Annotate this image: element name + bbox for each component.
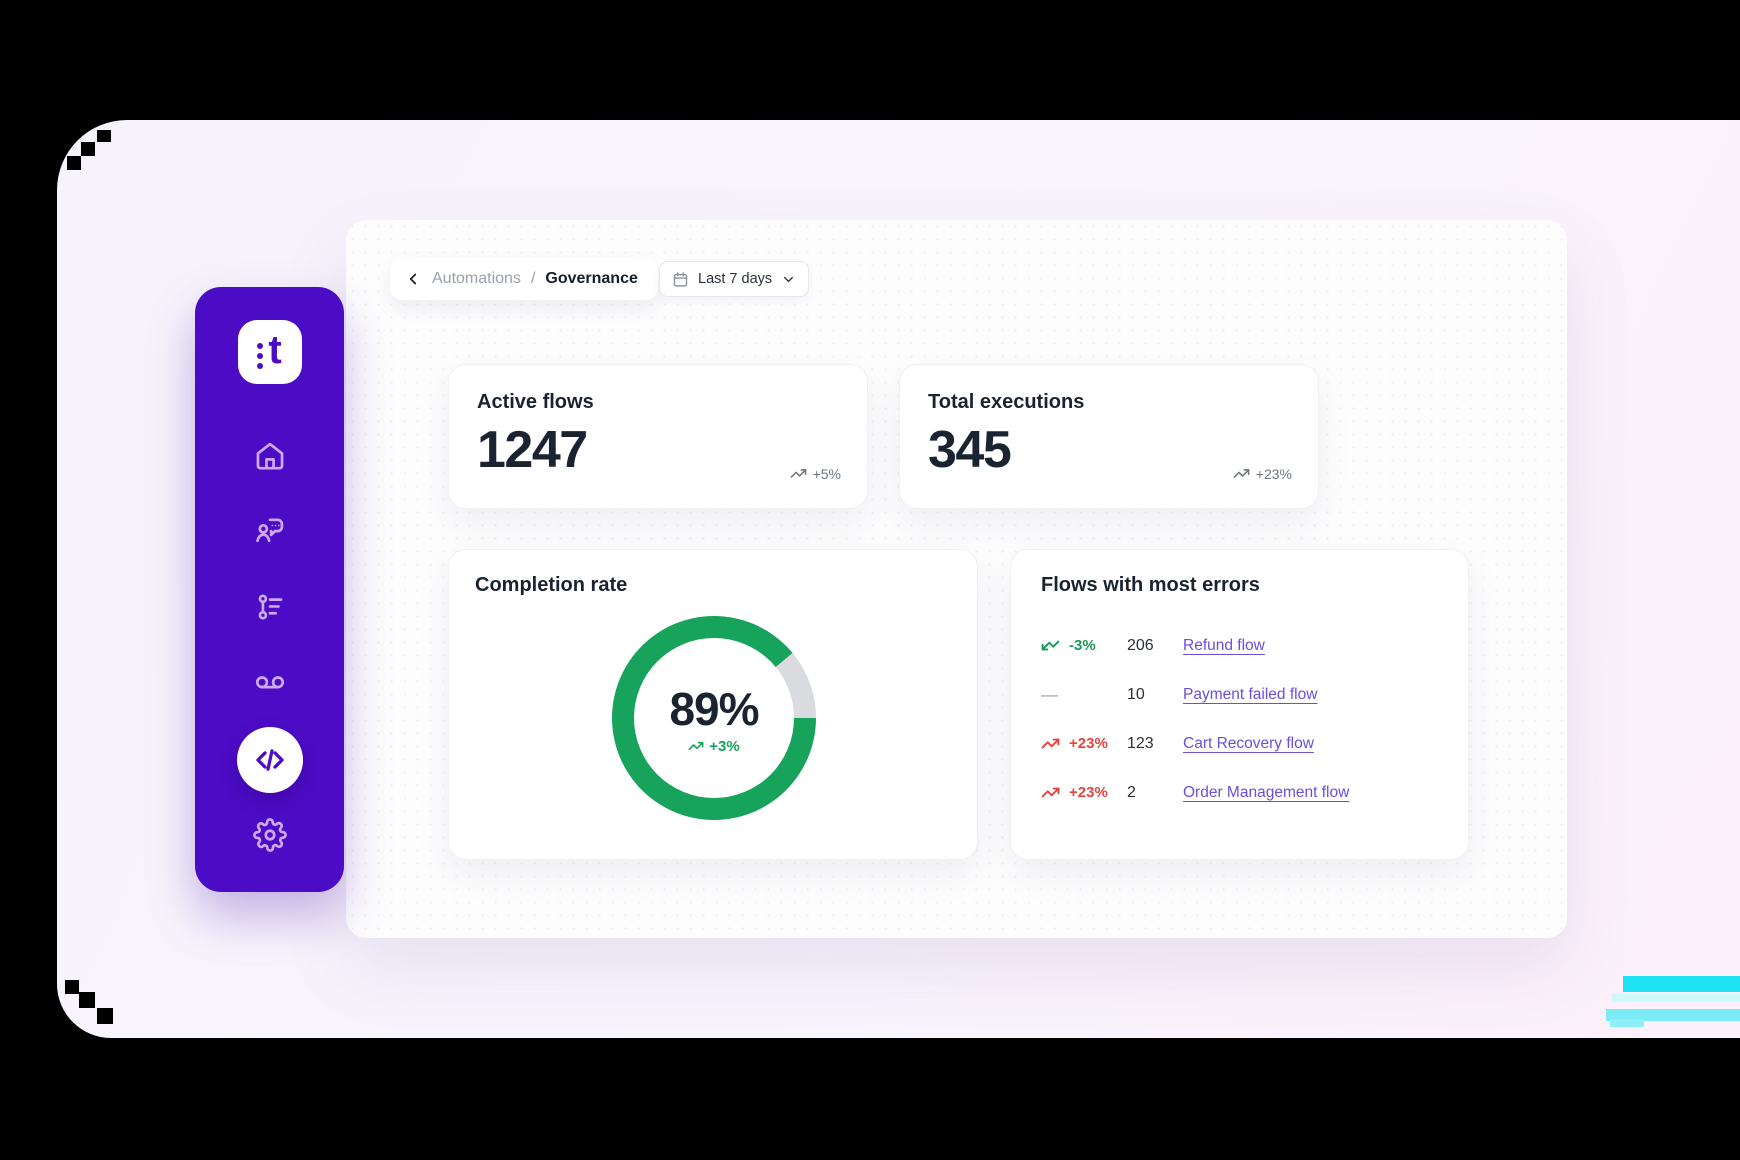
change-label: -3% (1069, 637, 1096, 654)
error-row: -3% 206 Refund flow (1041, 621, 1438, 670)
sidebar-item-conversations[interactable] (252, 512, 288, 548)
app-logo[interactable]: t (237, 320, 302, 384)
flow-link[interactable]: Order Management flow (1183, 783, 1350, 801)
trending-up-icon (790, 469, 806, 478)
stat-trend: +23% (1233, 465, 1292, 482)
sidebar-item-voicemail[interactable] (252, 665, 288, 701)
completion-trend: +3% (688, 737, 740, 755)
sidebar-item-code-active[interactable] (236, 727, 303, 793)
glitch-step (65, 980, 79, 994)
flow-link[interactable]: Payment failed flow (1183, 685, 1318, 703)
voicemail-icon (255, 676, 284, 689)
change-label: +23% (1069, 735, 1108, 752)
error-count: 206 (1127, 636, 1154, 654)
trending-up-icon (1041, 734, 1061, 754)
sidebar: t (195, 287, 344, 892)
error-row: — 10 Payment failed flow (1041, 670, 1438, 719)
logo-dots-icon (257, 343, 264, 369)
donut-hole: 89% +3% (634, 638, 794, 798)
trend-label: +3% (709, 737, 740, 755)
error-count: 123 (1127, 734, 1154, 752)
dashboard-panel: Automations / Governance Last 7 days Act… (346, 220, 1567, 938)
breadcrumb-section[interactable]: Automations (432, 270, 521, 287)
logo-letter: t (268, 328, 282, 372)
glitch-step (97, 130, 111, 142)
glitch-step (97, 1008, 113, 1024)
breadcrumb-current: Governance (545, 270, 638, 287)
date-range-label: Last 7 days (698, 271, 773, 287)
sidebar-item-settings[interactable] (252, 817, 288, 853)
stat-trend: +5% (790, 465, 841, 482)
app-canvas: Automations / Governance Last 7 days Act… (57, 120, 1740, 1038)
card-flows-with-most-errors: Flows with most errors -3% 206 Refund fl… (1010, 549, 1469, 860)
card-title: Active flows (477, 391, 594, 413)
trend-label: +23% (1255, 465, 1292, 482)
completion-donut: 89% +3% (612, 616, 816, 820)
glitch-step (81, 142, 95, 156)
dash-icon: — (1041, 684, 1058, 704)
person-chat-icon (255, 518, 283, 543)
error-row: +23% 2 Order Management flow (1041, 768, 1438, 817)
stat-value: 345 (928, 421, 1012, 479)
home-icon (256, 442, 283, 470)
breadcrumb: Automations / Governance (390, 258, 658, 300)
change-label: +23% (1069, 784, 1108, 801)
sidebar-item-workflows[interactable] (252, 589, 288, 625)
flow-link[interactable]: Refund flow (1183, 636, 1265, 654)
glitch-cyan-bar (1606, 1009, 1740, 1021)
card-title: Total executions (928, 391, 1085, 413)
gear-icon (252, 818, 287, 852)
error-row: +23% 123 Cart Recovery flow (1041, 719, 1438, 768)
card-total-executions: Total executions 345 +23% (899, 364, 1319, 509)
flow-link[interactable]: Cart Recovery flow (1183, 734, 1314, 752)
error-count: 10 (1127, 685, 1145, 703)
trending-up-icon (688, 741, 704, 751)
calendar-icon (673, 271, 688, 287)
error-rows: -3% 206 Refund flow — 10 Payment failed … (1041, 621, 1438, 817)
card-title: Flows with most errors (1041, 574, 1260, 596)
glitch-cyan-bar (1610, 1019, 1644, 1027)
card-active-flows: Active flows 1247 +5% (448, 364, 868, 509)
glitch-cyan-bar (1612, 994, 1740, 1002)
trend-label: +5% (812, 465, 841, 482)
chevron-down-icon (784, 276, 794, 282)
error-count: 2 (1127, 783, 1136, 801)
glitch-step (79, 992, 95, 1008)
card-title: Completion rate (475, 574, 628, 596)
date-range-selector[interactable]: Last 7 days (659, 261, 810, 297)
trending-up-icon (1233, 469, 1250, 478)
glitch-cyan-bar (1623, 976, 1740, 992)
trending-down-icon (1041, 636, 1061, 656)
back-chevron-icon[interactable] (404, 270, 422, 288)
code-icon (255, 749, 284, 771)
glitch-step (67, 156, 81, 170)
stat-value: 1247 (477, 421, 588, 479)
completion-value: 89% (669, 682, 759, 735)
trending-up-icon (1041, 783, 1061, 803)
card-completion-rate: Completion rate 89% +3% (448, 549, 978, 860)
breadcrumb-separator: / (530, 270, 536, 287)
sidebar-item-home[interactable] (252, 438, 288, 474)
workflow-list-icon (258, 594, 282, 620)
